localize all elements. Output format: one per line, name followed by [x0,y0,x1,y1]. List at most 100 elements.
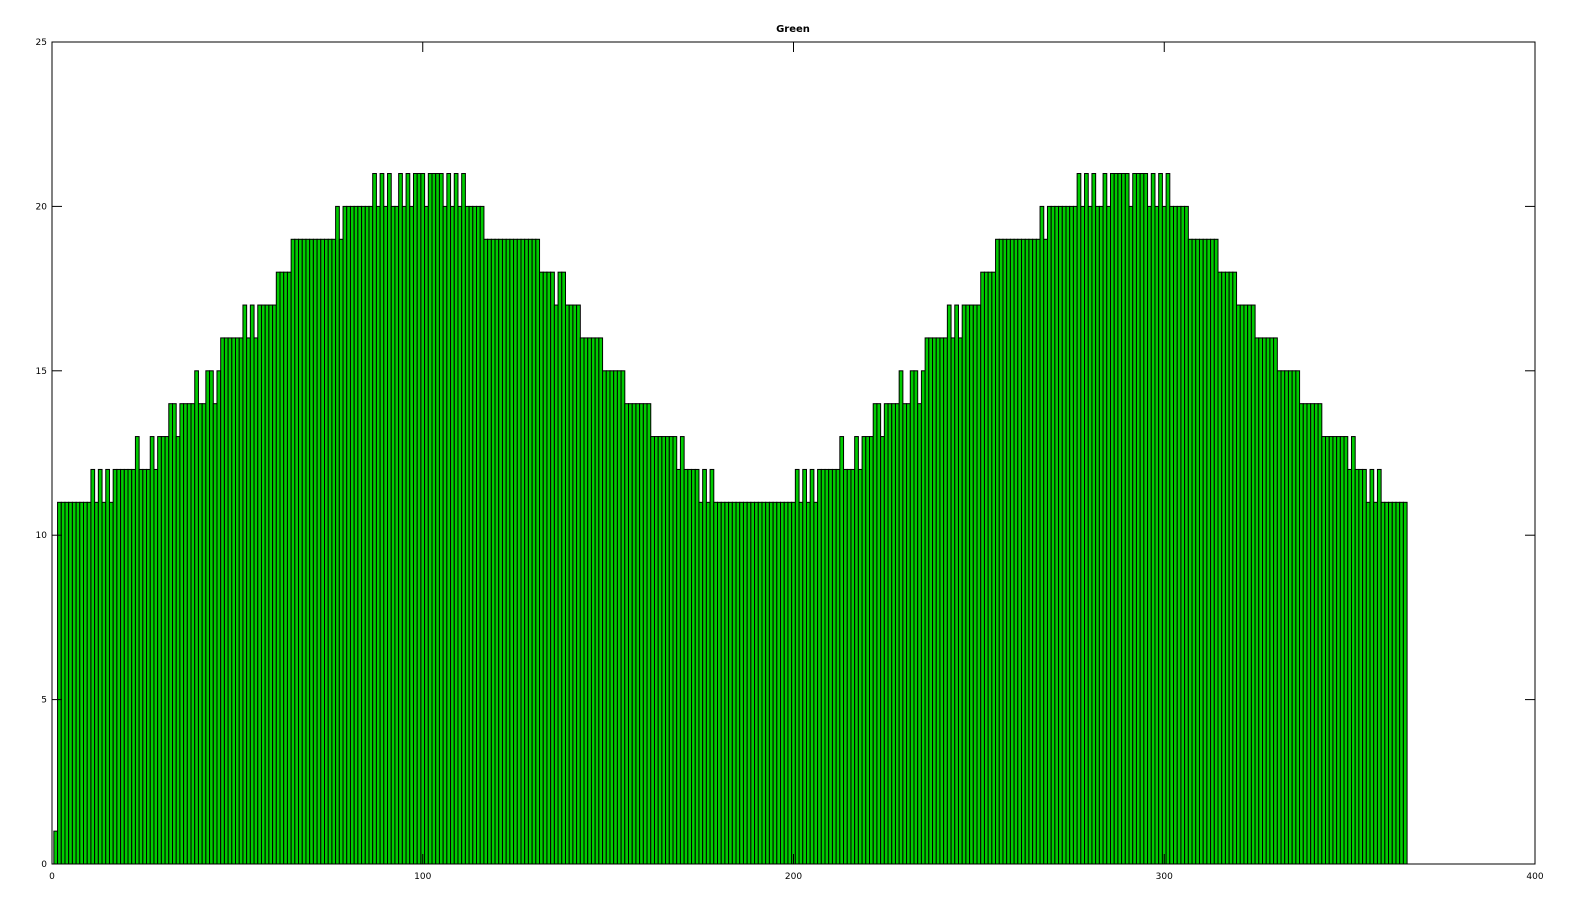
histogram-bar [1065,205,1071,865]
histogram-bar [79,501,85,865]
histogram-bar [995,238,1000,865]
histogram-bar [613,370,618,865]
histogram-bar [694,468,700,865]
histogram-bar [1276,370,1282,865]
histogram-bar [817,468,822,865]
histogram-bar [965,304,971,865]
histogram-bar [876,403,882,865]
histogram-bar [1165,173,1171,865]
histogram-bar [1169,205,1175,865]
histogram-bar [309,238,314,865]
histogram-bar [461,173,466,865]
histogram-bar [94,501,99,865]
histogram-bar [320,238,326,865]
histogram-bar [1173,205,1178,865]
histogram-bar [698,501,704,865]
histogram-bar [1035,238,1041,865]
histogram-bar [1354,468,1360,865]
histogram-bar [1325,436,1330,865]
histogram-bar [246,337,251,865]
histogram-bar [628,403,633,865]
histogram-bar [1265,337,1271,865]
histogram-bar [1069,205,1074,865]
histogram-bar [1028,238,1034,865]
histogram-bar [450,205,455,865]
histogram-bar [431,173,437,865]
histogram-bar [917,403,922,865]
histogram-bar [998,238,1004,865]
histogram-bar [316,238,322,865]
histogram-bar [1032,238,1037,865]
histogram-bar [483,238,489,865]
histogram-bar [735,501,741,865]
histogram-bar [257,304,262,865]
histogram-bar [605,370,611,865]
histogram-bar [961,304,967,865]
histogram-bar [1369,468,1375,865]
histogram-bar [1202,238,1208,865]
histogram-bar [653,436,659,865]
histogram-bar [194,370,199,865]
histogram-bar [1017,238,1023,865]
histogram-bar [620,370,626,865]
histogram-bar [379,173,385,865]
histogram-bar [249,304,255,865]
histogram-bar [57,501,62,865]
histogram-bar [761,501,767,865]
histogram-bar [1391,501,1397,865]
histogram-bar [1395,501,1401,865]
histogram-bar [527,238,533,865]
histogram-bar [943,337,948,865]
histogram-bar [335,205,340,865]
histogram-bar [524,238,529,865]
histogram-bar [857,468,863,865]
histogram-bar [272,304,277,865]
histogram-bar [153,468,159,865]
histogram-bar [1124,173,1130,865]
histogram-bar [1195,238,1200,865]
histogram-bar [86,501,92,865]
histogram-bar [275,271,281,865]
histogram-bar [1239,304,1245,865]
histogram-bar [520,238,526,865]
histogram-bar [609,370,615,865]
histogram-bar [561,271,566,865]
histogram-bar [531,238,537,865]
histogram-bar [179,403,185,865]
histogram-bar [932,337,937,865]
histogram-bar [446,173,452,865]
histogram-bar [1273,337,1278,865]
histogram-bar [479,205,485,865]
histogram-bar [539,271,544,865]
histogram-bar [924,337,930,865]
histogram-bar [602,370,607,865]
histogram-bar [861,436,867,865]
x-tick-label: 300 [1156,872,1173,882]
histogram-bar [802,468,807,865]
histogram-bar [657,436,663,865]
histogram-bar [1224,271,1230,865]
histogram-bar [668,436,674,865]
histogram-bar [68,501,73,865]
chart-title: Green [776,24,810,35]
histogram-bar [279,271,285,865]
histogram-bar [724,501,730,865]
histogram-bar [720,501,726,865]
histogram-bar [1250,304,1256,865]
histogram-bar [780,501,785,865]
histogram-bar [1061,205,1067,865]
histogram-bar [768,501,774,865]
histogram-bar [820,468,826,865]
histogram-bar [472,205,478,865]
histogram-bar [346,205,351,865]
histogram-bar [828,468,833,865]
histogram-bar [946,304,952,865]
histogram-bar [987,271,993,865]
histogram-bar [498,238,503,865]
histogram-bar [1336,436,1341,865]
histogram-bar [639,403,644,865]
histogram-bar [783,501,789,865]
histogram-bar [424,205,429,865]
histogram-bar [1313,403,1319,865]
histogram-bar [754,501,759,865]
